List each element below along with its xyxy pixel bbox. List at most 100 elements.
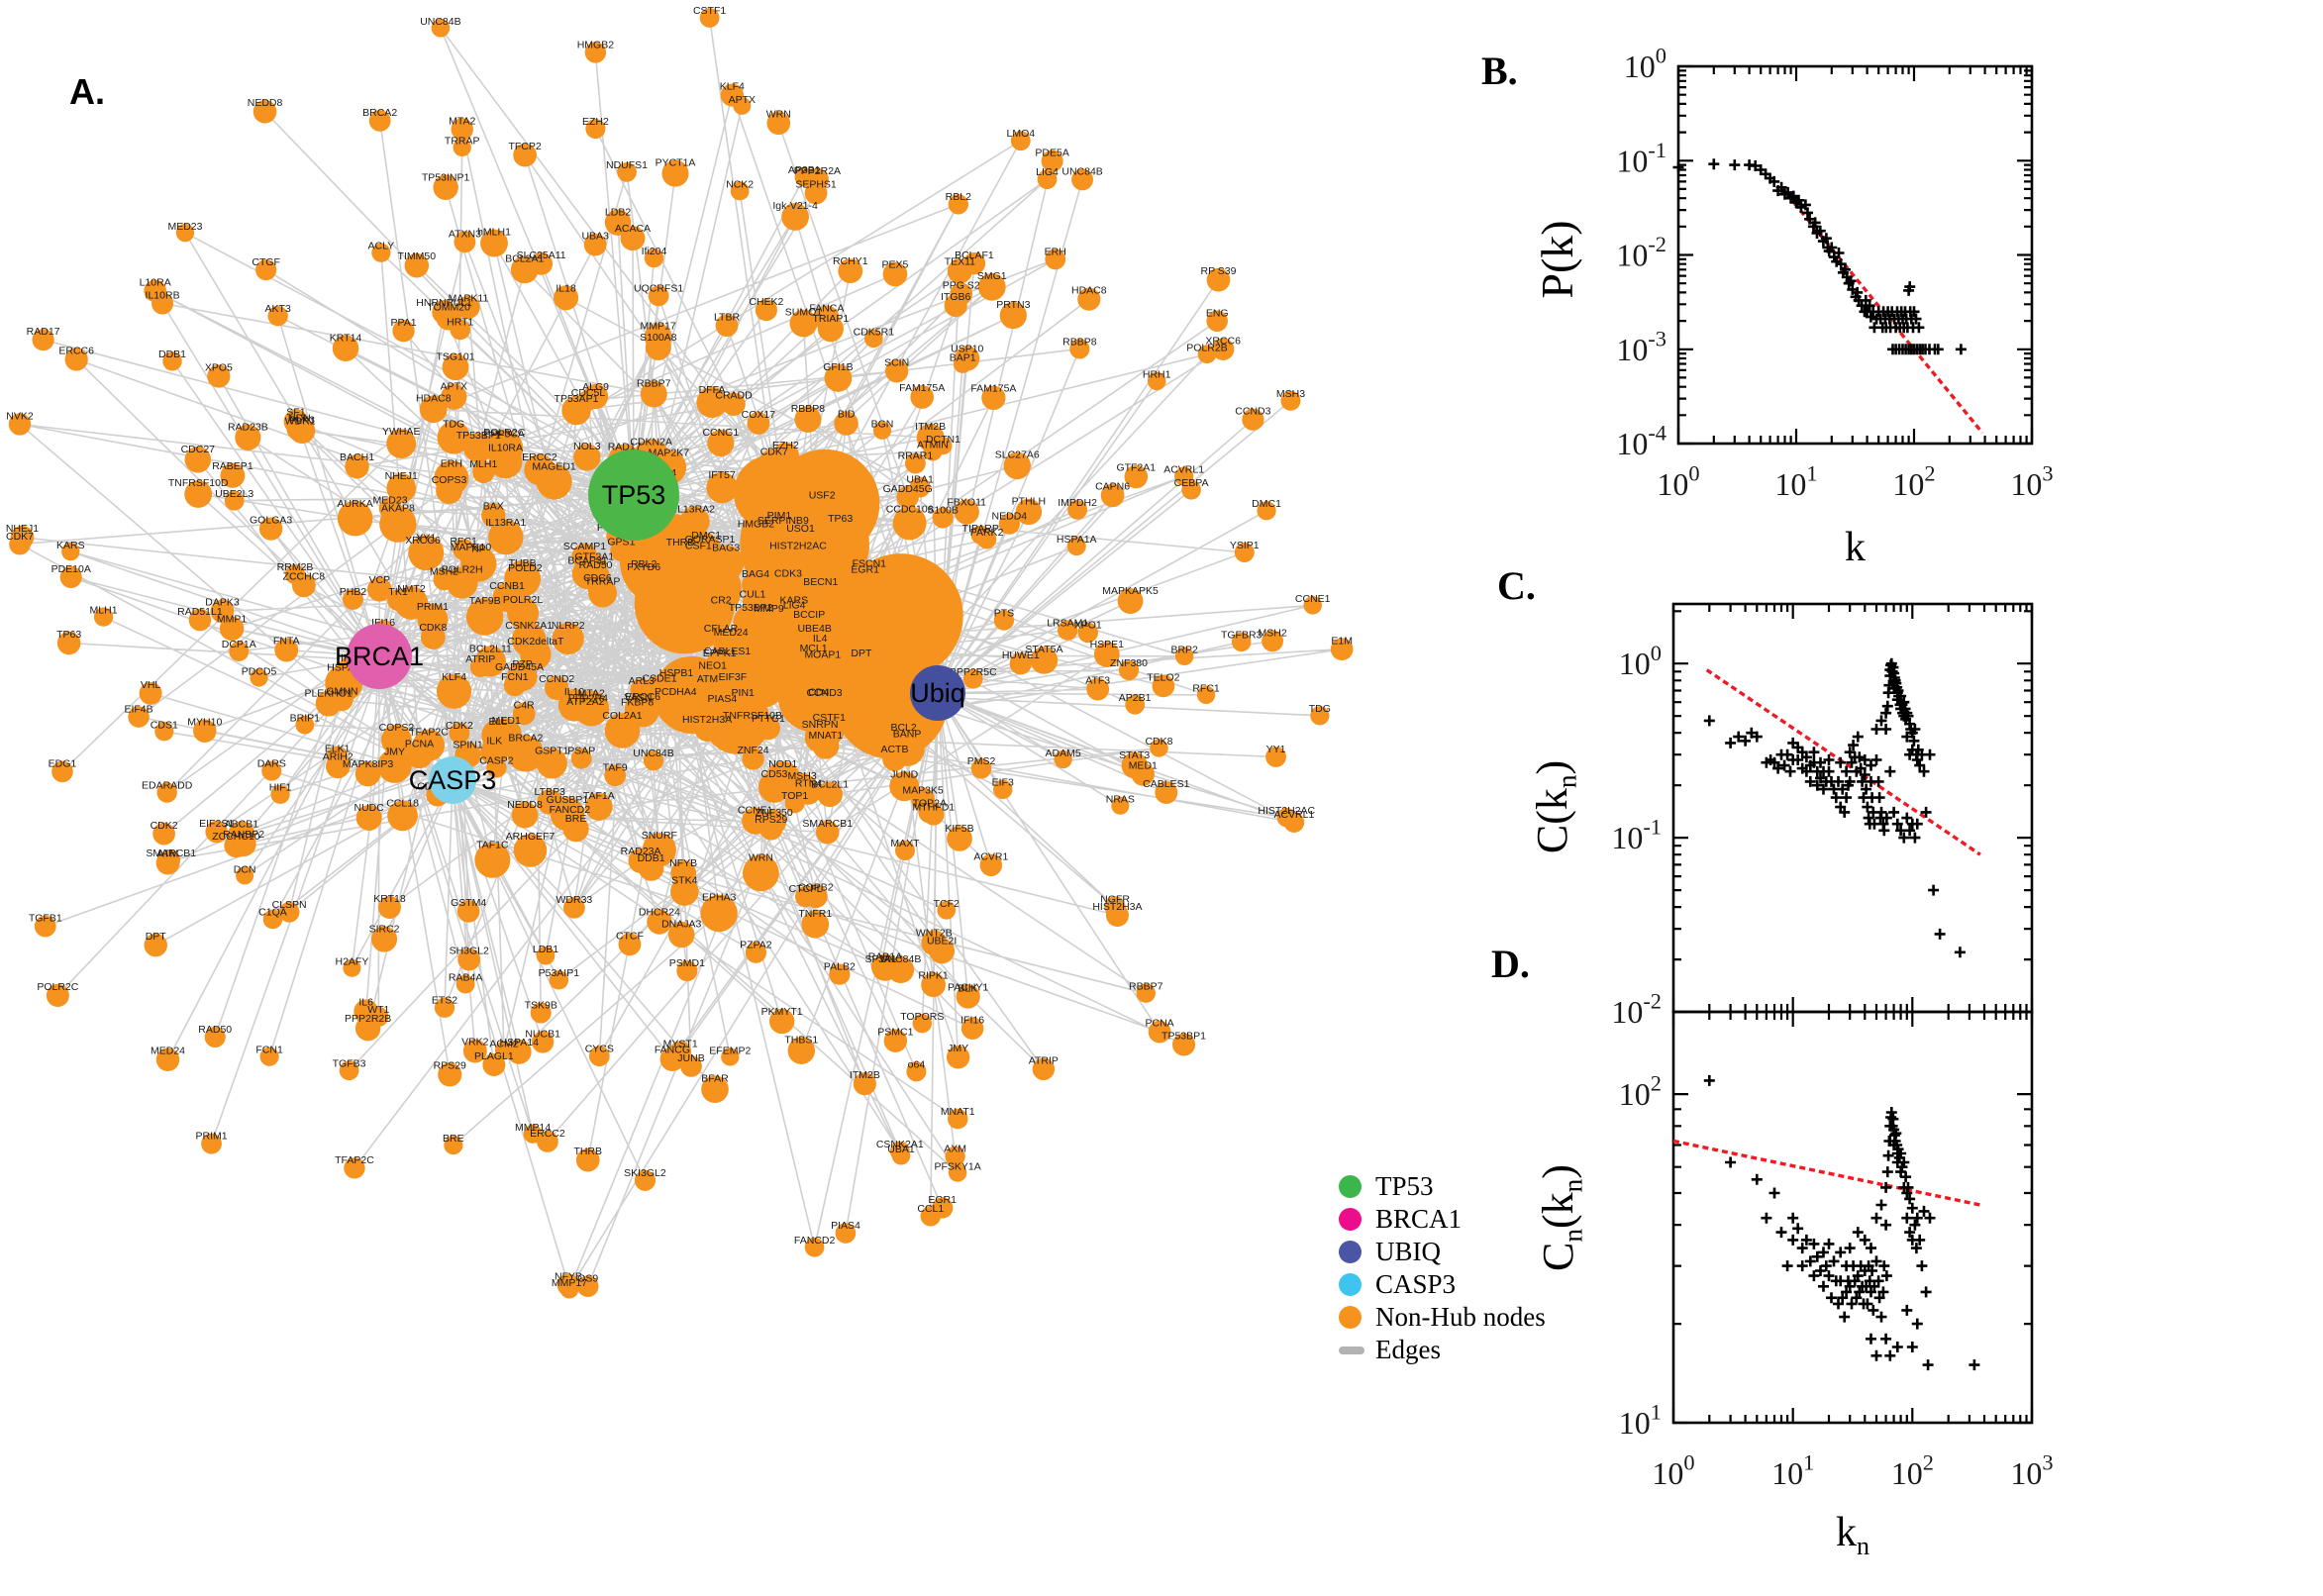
svg-text:MED1: MED1: [492, 715, 521, 727]
svg-text:RAB1A: RAB1A: [868, 950, 902, 962]
svg-text:PRTN3: PRTN3: [996, 299, 1030, 311]
network-legend: TP53 BRCA1 UBIQ CASP3 Non-Hub nodes Edge…: [1339, 1170, 1546, 1366]
svg-text:ERCC6: ERCC6: [58, 345, 94, 356]
svg-text:10-4: 10-4: [1616, 421, 1666, 461]
svg-text:ACVRL1: ACVRL1: [1273, 809, 1314, 821]
svg-text:PIN1: PIN1: [732, 687, 756, 699]
svg-text:10-3: 10-3: [1616, 326, 1666, 366]
svg-text:NMT2: NMT2: [397, 583, 426, 595]
svg-text:PPP2R2B: PPP2R2B: [345, 1013, 391, 1025]
legend-label: UBIQ: [1375, 1237, 1441, 1266]
svg-text:BRIP1: BRIP1: [290, 713, 321, 725]
svg-text:ZCCHC10: ZCCHC10: [212, 831, 260, 843]
svg-text:XRCC6: XRCC6: [1205, 335, 1241, 347]
svg-text:ZNF24: ZNF24: [737, 745, 768, 756]
svg-text:CCNE1: CCNE1: [738, 805, 773, 817]
svg-text:MMP1: MMP1: [217, 614, 247, 626]
svg-text:RIPK1: RIPK1: [918, 969, 949, 981]
svg-text:RCHY1: RCHY1: [833, 255, 868, 267]
svg-text:MAGED1: MAGED1: [532, 460, 576, 472]
svg-text:MMP17: MMP17: [640, 321, 675, 333]
svg-text:PPP2R5C: PPP2R5C: [950, 666, 997, 678]
svg-text:DDB1: DDB1: [158, 349, 186, 360]
svg-text:ETS2: ETS2: [432, 995, 457, 1007]
svg-text:LMO4: LMO4: [1006, 128, 1035, 140]
svg-text:WT1: WT1: [367, 1004, 389, 1016]
svg-text:TOP1: TOP1: [781, 790, 808, 802]
svg-text:MAPK8IP3: MAPK8IP3: [343, 758, 394, 770]
svg-text:HIF1: HIF1: [269, 782, 292, 794]
svg-text:101: 101: [1771, 1450, 1814, 1491]
svg-text:FANCA: FANCA: [809, 303, 844, 315]
network-hub-layer: TP53 BRCA1 Ubiq CASP3: [335, 449, 965, 804]
svg-text:PSAP: PSAP: [567, 746, 595, 757]
svg-text:TRIAP1: TRIAP1: [812, 313, 849, 325]
svg-text:102: 102: [1619, 1071, 1662, 1112]
svg-text:CDK8: CDK8: [1145, 736, 1172, 748]
svg-text:LIG4: LIG4: [1036, 166, 1059, 178]
svg-text:C4R: C4R: [514, 700, 535, 712]
svg-text:JMY: JMY: [384, 746, 405, 757]
svg-text:CRADD: CRADD: [715, 389, 753, 401]
svg-text:LDB1: LDB1: [533, 944, 558, 955]
svg-text:UNC84B: UNC84B: [420, 16, 460, 28]
svg-text:BRCA2: BRCA2: [508, 733, 543, 745]
svg-text:MNAT1: MNAT1: [808, 730, 843, 742]
svg-text:MAPK10: MAPK10: [451, 542, 492, 553]
svg-text:101: 101: [1619, 1400, 1662, 1441]
svg-text:CFLAR: CFLAR: [704, 623, 739, 635]
svg-text:MYH10: MYH10: [187, 716, 222, 728]
svg-text:CSNK2A1: CSNK2A1: [876, 1139, 924, 1150]
svg-text:UBA1: UBA1: [887, 1144, 915, 1155]
svg-text:PDE5A: PDE5A: [1035, 148, 1068, 159]
svg-text:DAPK3: DAPK3: [205, 597, 240, 609]
svg-text:ERCC6: ERCC6: [625, 691, 660, 703]
svg-text:YWHAE: YWHAE: [382, 426, 421, 438]
casp3-legend-dot-icon: [1339, 1273, 1362, 1296]
svg-text:PKMYT1: PKMYT1: [761, 1006, 803, 1018]
svg-text:ADAM5: ADAM5: [1046, 748, 1081, 759]
svg-text:IL18: IL18: [556, 282, 576, 294]
svg-text:IL6: IL6: [358, 996, 373, 1008]
legend-label: BRCA1: [1375, 1204, 1463, 1234]
svg-text:TAF9: TAF9: [603, 761, 628, 773]
svg-text:C1QA: C1QA: [258, 907, 287, 919]
svg-text:SNRPN: SNRPN: [802, 719, 839, 731]
svg-text:AXM: AXM: [944, 1144, 966, 1155]
svg-text:CSTF1: CSTF1: [813, 712, 846, 724]
svg-text:PPP3CA: PPP3CA: [484, 429, 525, 441]
svg-text:TDG: TDG: [443, 418, 464, 430]
svg-text:COPS2: COPS2: [379, 722, 415, 734]
svg-text:PZPA2: PZPA2: [740, 940, 772, 951]
svg-text:TEX11: TEX11: [945, 255, 975, 267]
svg-text:CR2: CR2: [711, 595, 732, 607]
svg-text:MLH1: MLH1: [469, 458, 497, 470]
svg-text:TP53BP1: TP53BP1: [1162, 1030, 1206, 1042]
svg-text:IL13RA2: IL13RA2: [674, 504, 715, 516]
svg-text:POLR2B: POLR2B: [1186, 342, 1227, 353]
svg-text:KARS: KARS: [780, 595, 809, 607]
svg-text:GFI1B: GFI1B: [823, 361, 853, 373]
svg-text:JUNB: JUNB: [677, 1052, 704, 1064]
svg-text:CEBPA: CEBPA: [1174, 477, 1209, 489]
svg-text:BAG3: BAG3: [712, 543, 740, 554]
svg-text:ACACA: ACACA: [615, 223, 651, 235]
legend-label: Non-Hub nodes: [1375, 1302, 1546, 1332]
panel-d-label: D.: [1491, 942, 1530, 986]
tp53-legend-dot-icon: [1339, 1175, 1362, 1198]
svg-text:HIST2H2AC: HIST2H2AC: [769, 541, 827, 552]
svg-text:ENG: ENG: [1206, 307, 1229, 319]
svg-text:TK1: TK1: [388, 586, 407, 598]
svg-text:DARS: DARS: [257, 758, 286, 770]
svg-text:TFAP2C: TFAP2C: [409, 727, 449, 739]
ubiq-legend-dot-icon: [1339, 1241, 1362, 1263]
svg-text:ATM: ATM: [157, 848, 178, 860]
svg-text:ELL: ELL: [489, 716, 508, 728]
svg-text:102: 102: [1892, 461, 1935, 502]
svg-text:THBS1: THBS1: [784, 1035, 818, 1047]
svg-text:Ubiq: Ubiq: [910, 678, 965, 708]
svg-text:PLEKHO1: PLEKHO1: [304, 688, 353, 700]
svg-text:DNAJA3: DNAJA3: [661, 919, 701, 931]
svg-text:ATM: ATM: [697, 673, 718, 685]
